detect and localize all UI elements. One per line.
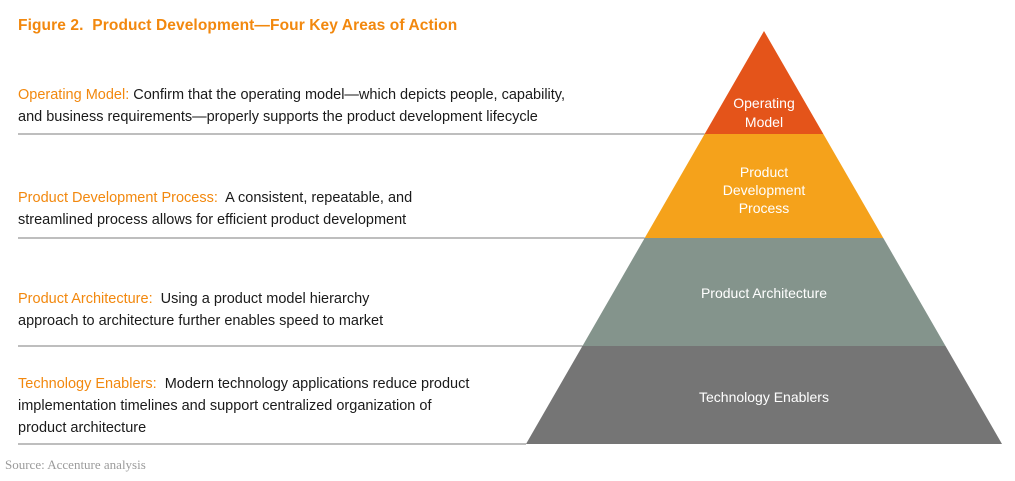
section-technology-enablers: Technology Enablers: Modern technology a… xyxy=(18,373,678,439)
section-text-line: Operating Model: Confirm that the operat… xyxy=(18,84,678,106)
pyramid-label-product-architecture: Product Architecture xyxy=(701,285,827,301)
section-text-line: implementation timelines and support cen… xyxy=(18,398,432,414)
pyramid-label-technology-enablers: Technology Enablers xyxy=(699,389,829,405)
pyramid-segment-operating-model xyxy=(704,31,824,134)
section-label: Operating Model: xyxy=(18,87,130,103)
section-product-development-process: Product Development Process: A consisten… xyxy=(18,187,678,231)
section-label: Product Development Process: xyxy=(18,190,218,206)
section-text: Modern technology applications reduce pr… xyxy=(156,376,470,392)
pyramid-segment-technology-enablers xyxy=(526,346,1002,444)
section-label: Product Architecture: xyxy=(18,291,153,307)
section-text-line: Product Architecture: Using a product mo… xyxy=(18,288,678,310)
pyramid-segment-product-architecture xyxy=(582,238,946,346)
section-text-line: and business requirements—properly suppo… xyxy=(18,109,538,125)
pyramid-segment-product-development-process xyxy=(644,134,884,238)
section-text-line: streamlined process allows for efficient… xyxy=(18,212,407,228)
section-text-line: product architecture xyxy=(18,420,147,436)
section-label: Technology Enablers: xyxy=(18,376,157,392)
section-text-line: Technology Enablers: Modern technology a… xyxy=(18,373,678,395)
section-text: A consistent, repeatable, and xyxy=(217,190,413,206)
source-note: Source: Accenture analysis xyxy=(5,457,146,472)
section-text: Using a product model hierarchy xyxy=(152,291,370,307)
section-text: Confirm that the operating model—which d… xyxy=(129,87,566,103)
section-text-line: Product Development Process: A consisten… xyxy=(18,187,678,209)
pyramid-label-operating-model: Operating Model xyxy=(733,95,794,130)
figure-title: Figure 2. Product Development—Four Key A… xyxy=(18,17,458,34)
section-operating-model: Operating Model: Confirm that the operat… xyxy=(18,84,678,128)
section-text-line: approach to architecture further enables… xyxy=(18,313,384,329)
pyramid-label-product-development-process: Product Development Process xyxy=(723,164,806,216)
section-product-architecture: Product Architecture: Using a product mo… xyxy=(18,288,678,332)
